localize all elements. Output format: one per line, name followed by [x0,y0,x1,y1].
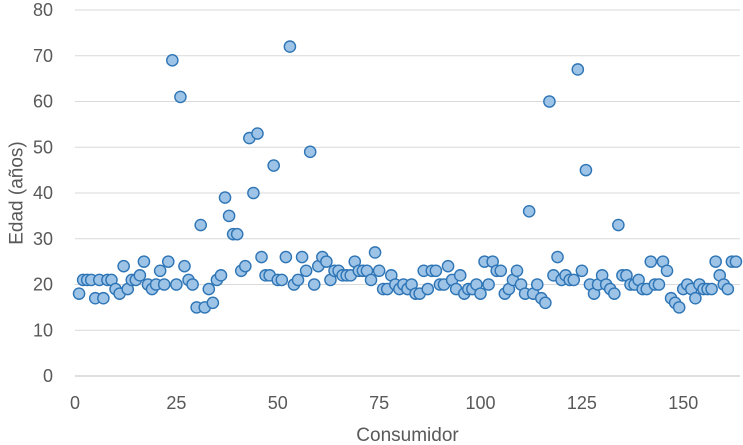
data-point [644,255,658,268]
data-point [303,145,317,159]
data-point [453,269,467,282]
data-point [543,95,556,108]
data-point [494,264,508,278]
data-point [660,264,674,278]
x-tick-label: 25 [166,393,186,413]
x-tick-label: 0 [70,393,80,413]
y-tick-label: 60 [33,92,53,112]
data-point [137,255,151,268]
data-point [652,278,666,291]
data-point [222,209,236,223]
y-tick-label: 30 [33,229,53,249]
data-point [283,40,297,53]
data-point [153,264,167,278]
data-point [510,264,524,278]
data-point [218,191,232,204]
data-point [174,90,187,104]
data-point [239,259,252,273]
data-point [170,278,183,291]
data-point [607,287,621,300]
x-tick-label: 50 [268,393,288,413]
data-point [133,269,147,282]
x-tick-label: 75 [369,393,389,413]
data-point [279,250,293,264]
data-point [612,218,625,232]
data-point [709,255,722,268]
data-point [291,273,305,287]
y-tick-label: 50 [33,137,53,157]
data-point [530,278,544,291]
data-point [307,278,321,291]
data-point [247,186,260,200]
data-point [522,204,536,218]
data-point [206,296,220,310]
data-point [421,282,435,296]
data-point [429,264,443,278]
y-tick-label: 40 [33,183,53,203]
data-point [157,278,171,291]
data-point [299,264,313,278]
data-point [729,255,743,268]
data-point [161,255,175,268]
data-point [230,227,244,241]
data-point [320,255,333,268]
data-point [721,282,735,296]
data-point [579,163,593,177]
data-point [72,287,86,300]
y-tick-label: 70 [33,46,53,66]
data-point [295,250,309,264]
data-point [567,273,581,287]
data-point [474,287,487,300]
data-point [539,296,552,310]
data-point [482,278,495,291]
data-point [441,259,455,273]
data-point [202,282,216,296]
data-point [267,159,280,172]
data-point [364,273,378,287]
data-point [214,269,228,282]
data-point [551,250,564,264]
x-tick-label: 100 [465,393,495,413]
y-tick-label: 20 [33,275,53,295]
y-tick-label: 10 [33,320,53,340]
data-point [166,54,179,67]
data-point [575,264,589,278]
data-point [705,282,718,296]
data-point [194,218,208,232]
data-point [97,291,110,305]
data-points [72,40,743,314]
data-point [368,246,382,259]
data-point [672,301,686,314]
tick-labels: 0 10 20 30 40 50 60 70 80 0 25 50 75 100 125 150 [33,0,698,413]
data-point [178,259,191,273]
data-point [275,273,289,287]
x-tick-label: 150 [668,393,698,413]
y-tick-label: 80 [33,0,53,20]
data-point [689,291,702,305]
y-axis-title: Edad (años) [7,141,28,245]
y-tick-label: 0 [43,366,53,386]
data-point [255,250,268,264]
data-point [571,63,585,76]
data-point [117,259,130,273]
data-point [186,278,199,291]
x-tick-label: 125 [567,393,597,413]
data-point [251,127,264,140]
data-point [372,264,386,278]
x-axis-title: Consumidor [356,425,459,445]
